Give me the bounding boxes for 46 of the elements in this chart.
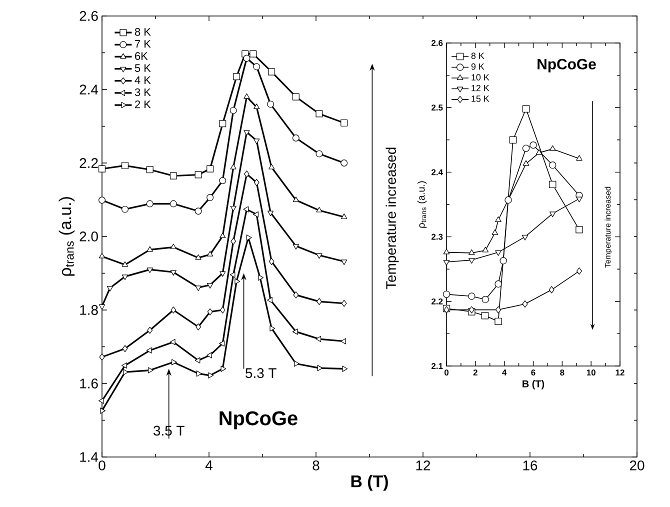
legend-label: 9 K [471,63,484,70]
x-tick-label: 20 [630,460,644,470]
x-tick-label: 10 [586,370,596,376]
legend-label: 10 K [472,74,490,80]
x-tick-label: 6 [531,370,536,376]
annotation: 5.3 T [246,368,276,378]
x-tick-label: 8 [312,460,320,470]
y-tick-label: 2.4 [80,84,98,94]
legend-label: 7 K [135,40,151,48]
x-tick-label: 0 [444,370,449,376]
x-tick-label: 8 [560,370,564,376]
y-tick-label: 2.1 [432,363,443,369]
x-axis-title: B (T) [522,380,544,390]
y-tick-label: 2.6 [80,11,98,21]
legend-label: 8 K [471,52,484,59]
legend-label: 6K [135,52,148,60]
annotation: NpCoGe [220,411,298,430]
x-tick-label: 4 [205,460,212,470]
x-tick-label: 12 [616,370,624,376]
legend-label: 12 K [472,84,490,92]
x-tick-label: 16 [523,460,538,470]
y-tick-label: 1.8 [80,305,98,315]
y-tick-label: 2.4 [432,169,443,176]
legend-label: 3 K [134,88,151,96]
legend-label: 8 K [134,28,151,36]
annotation: NpCoGe [538,58,596,72]
y-tick-label: 1.6 [80,378,98,388]
annotation: Temperature increased [386,148,399,290]
y-tick-label: 2.0 [80,232,98,242]
x-tick-label: 4 [502,370,507,376]
x-tick-label: 12 [416,460,430,470]
y-tick-label: 2.2 [80,158,98,168]
legend-label: 5 K [134,64,151,72]
x-tick-label: 2 [473,370,478,376]
legend-label: 15 K [472,96,490,102]
x-axis-title: B (T) [351,474,388,491]
legend-label: 4 K [134,76,151,84]
y-tick-label: 1.4 [80,452,98,462]
y-axis-title: ρ$_{trans}$ (a.u.) [58,197,75,276]
y-tick-label: 2.3 [432,234,443,240]
y-tick-label: 2.5 [432,104,443,111]
y-tick-label: 2.6 [432,40,443,46]
y-axis-title: ρ$_{trans}$ (a.u.) [417,181,427,228]
x-tick-label: 0 [98,460,106,470]
legend-label: 2 K [135,100,151,108]
y-tick-label: 2.2 [432,298,443,304]
